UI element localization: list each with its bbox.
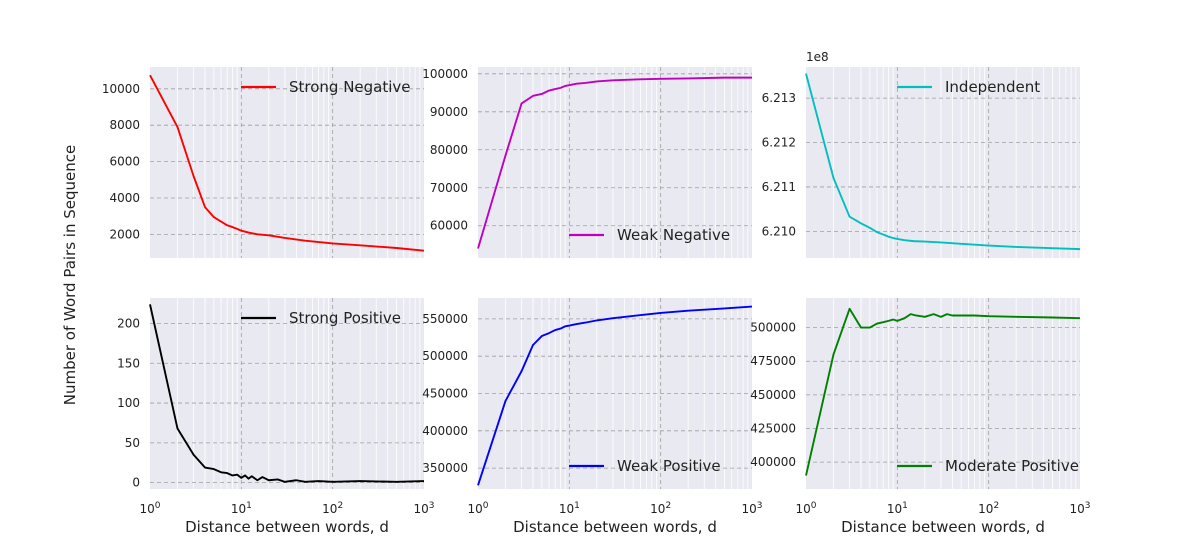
x-tick-label: 101 (231, 501, 252, 516)
y-tick-label: 350000 (422, 461, 468, 475)
y-tick-label: 500000 (750, 321, 796, 335)
legend-label: Weak Negative (617, 226, 730, 244)
y-tick-label: 50 (125, 436, 140, 450)
x-tick-label: 101 (887, 501, 908, 516)
plot-area (150, 67, 424, 258)
subplot-4: 0 50 100 150 200 Strong Positive 100 101 102 103 D… (117, 298, 435, 536)
legend: Weak Negative (569, 226, 730, 244)
series-line (149, 74, 425, 252)
y-tick-label: 6.210 (762, 224, 796, 238)
y-tick-label: 450000 (422, 387, 468, 401)
legend-label: Weak Positive (617, 457, 721, 475)
y-tick-label: 70000 (430, 181, 468, 195)
plot-area (806, 67, 1080, 258)
legend-label: Moderate Positive (945, 457, 1079, 475)
y-tick-label: 8000 (109, 118, 140, 132)
y-tick-label: 450000 (750, 388, 796, 402)
y-tick-label: 200 (117, 316, 140, 330)
x-tick-label: 103 (413, 501, 434, 516)
series-line (477, 305, 753, 486)
legend: Strong Positive (241, 309, 401, 327)
legend-label: Strong Positive (289, 309, 401, 327)
x-tick-label: 102 (322, 501, 343, 516)
y-tick-label: 550000 (422, 312, 468, 326)
subplot-6: 400000 425000 450000 475000 500000 Moderate P… (750, 298, 1091, 536)
x-axis-label: Distance between words, d (841, 518, 1045, 536)
y-tick-label: 60000 (430, 219, 468, 233)
legend-label: Independent (945, 78, 1040, 96)
y-tick-label: 150 (117, 356, 140, 370)
x-axis-label: Distance between words, d (513, 518, 717, 536)
y-tick-label: 6.211 (762, 180, 796, 194)
y-tick-label: 400000 (422, 424, 468, 438)
legend: Moderate Positive (897, 457, 1079, 475)
y-tick-label: 80000 (430, 143, 468, 157)
subplot-2: 60000 70000 80000 90000 100000 Weak Negative (422, 67, 752, 258)
series-line (477, 76, 752, 249)
y-tick-label: 6000 (109, 155, 140, 169)
subplot-1: 2000 4000 6000 8000 10000 Strong Negative (102, 67, 425, 258)
legend: Independent (897, 78, 1040, 96)
series-line (149, 304, 425, 483)
y-tick-label: 2000 (109, 227, 140, 241)
y-tick-label: 475000 (750, 354, 796, 368)
y-tick-label: 6.212 (762, 136, 796, 150)
y-tick-label: 500000 (422, 349, 468, 363)
plot-area (478, 67, 752, 258)
y-tick-label: 100 (117, 396, 140, 410)
x-tick-label: 103 (1069, 501, 1090, 516)
legend: Weak Positive (569, 457, 721, 475)
legend-label: Strong Negative (289, 78, 411, 96)
y-tick-label: 90000 (430, 105, 468, 119)
y-tick-label: 10000 (102, 82, 140, 96)
x-tick-label: 100 (795, 501, 816, 516)
x-tick-label: 100 (139, 501, 160, 516)
x-tick-label: 100 (467, 501, 488, 516)
x-axis-label: Distance between words, d (185, 518, 389, 536)
y-tick-label: 4000 (109, 191, 140, 205)
series-line (805, 307, 1081, 476)
y-tick-label: 425000 (750, 421, 796, 435)
y-tick-label: 0 (132, 476, 140, 490)
y-offset-label: 1e8 (806, 50, 829, 64)
x-tick-label: 102 (978, 501, 999, 516)
y-tick-label: 100000 (422, 67, 468, 81)
x-tick-label: 103 (741, 501, 762, 516)
x-tick-label: 101 (559, 501, 580, 516)
subplot-5: 350000 400000 450000 500000 550000 Weak Posit… (422, 298, 763, 536)
subplot-3: 6.210 6.211 6.212 6.213 1e8 Independent (762, 50, 1081, 258)
y-axis-label: Number of Word Pairs in Sequence (61, 145, 79, 406)
series-line (805, 73, 1081, 251)
y-tick-label: 400000 (750, 455, 796, 469)
x-tick-label: 102 (650, 501, 671, 516)
legend: Strong Negative (241, 78, 411, 96)
plot-area (806, 298, 1080, 489)
y-tick-label: 6.213 (762, 91, 796, 105)
